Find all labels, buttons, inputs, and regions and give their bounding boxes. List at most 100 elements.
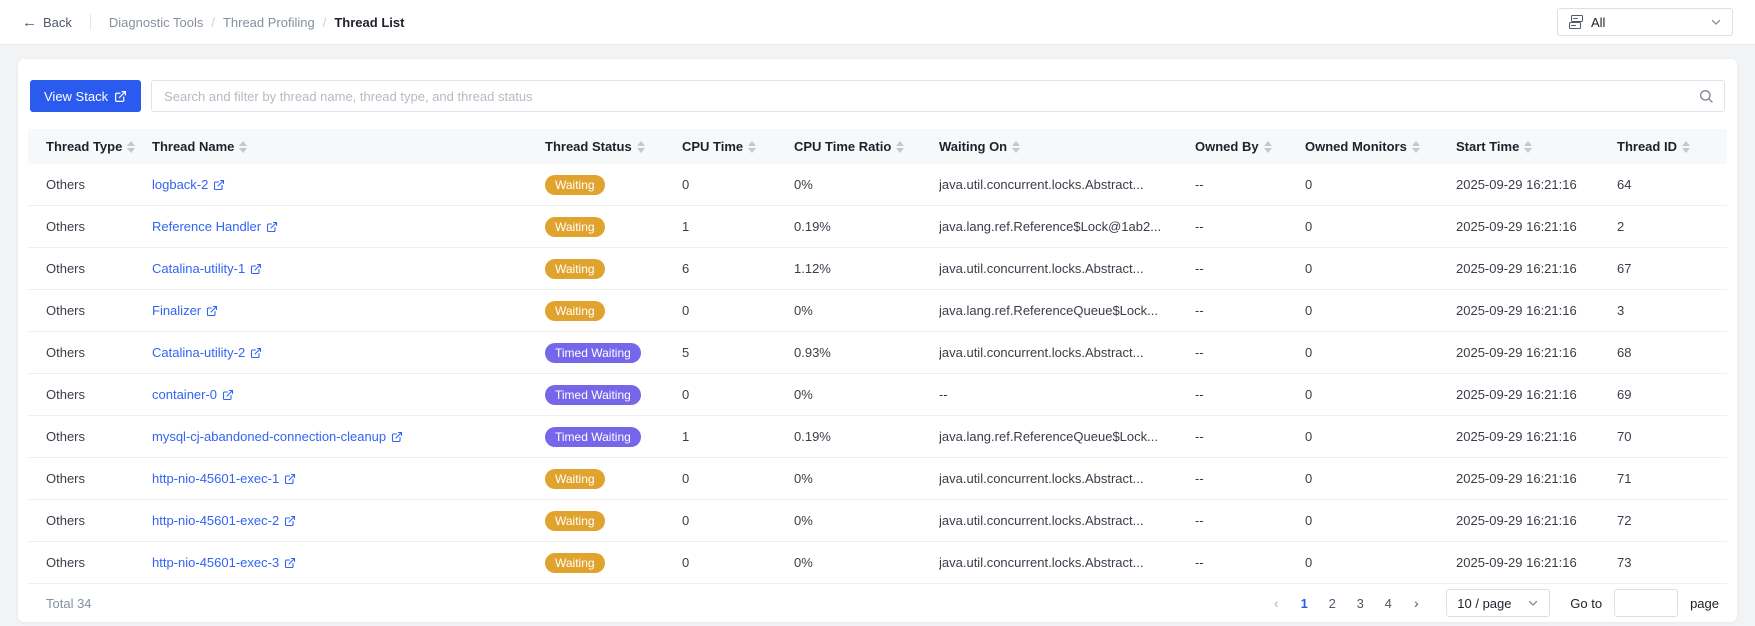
page-size-select[interactable]: 10 / page	[1446, 589, 1551, 617]
cell-owned-monitors: 0	[1305, 429, 1313, 444]
cell-thread-id: 70	[1617, 429, 1632, 444]
sort-icon[interactable]	[1411, 140, 1420, 153]
thread-name-text: http-nio-45601-exec-1	[152, 471, 280, 486]
sort-icon[interactable]	[239, 140, 248, 153]
cell-thread-type: Others	[46, 261, 86, 276]
page-size-value: 10 / page	[1457, 595, 1512, 611]
view-stack-button[interactable]: View Stack	[30, 80, 142, 112]
external-link-icon	[206, 305, 218, 317]
instance-select[interactable]: All	[1557, 8, 1733, 36]
table-row: Others http-nio-45601-exec-2	[28, 500, 1727, 542]
next-page-button[interactable]: ›	[1413, 595, 1419, 611]
search-icon[interactable]	[1698, 88, 1714, 107]
column-header-thread-id[interactable]: Thread ID	[1617, 139, 1727, 154]
column-header-waiting-on[interactable]: Waiting On	[939, 139, 1195, 154]
sort-icon[interactable]	[748, 140, 757, 153]
cell-thread-id: 71	[1617, 471, 1632, 486]
prev-page-button[interactable]: ‹	[1273, 595, 1279, 611]
column-header-thread-name[interactable]: Thread Name	[152, 139, 545, 154]
cell-cpu-time: 5	[682, 345, 690, 360]
thread-table: Thread Type Thread Name Thread Status CP…	[28, 129, 1727, 584]
thread-name-link[interactable]: Reference Handler	[152, 219, 278, 234]
thread-name-link[interactable]: Catalina-utility-1	[152, 261, 262, 276]
thread-name-link[interactable]: http-nio-45601-exec-1	[152, 471, 296, 486]
thread-list-card: View Stack Thread Type	[18, 59, 1737, 622]
thread-name-link[interactable]: http-nio-45601-exec-2	[152, 513, 296, 528]
cell-cpu-time: 0	[682, 177, 690, 192]
cell-thread-type: Others	[46, 471, 86, 486]
cell-cpu-time-ratio: 0%	[794, 303, 813, 318]
column-header-owned-by[interactable]: Owned By	[1195, 139, 1305, 154]
table-row: Others Finalizer Waiti	[28, 290, 1727, 332]
cell-thread-id: 73	[1617, 555, 1632, 570]
column-header-thread-type[interactable]: Thread Type	[28, 139, 152, 154]
breadcrumb-thread-profiling[interactable]: Thread Profiling	[222, 14, 315, 30]
cell-waiting-on: java.util.concurrent.locks.Abstract...	[939, 513, 1144, 528]
sort-icon[interactable]	[1012, 140, 1021, 153]
divider	[89, 14, 91, 30]
thread-name-link[interactable]: mysql-cj-abandoned-connection-cleanup	[152, 429, 403, 444]
back-button[interactable]: ← Back	[22, 14, 72, 31]
sort-icon[interactable]	[1263, 140, 1272, 153]
cell-owned-by: --	[1195, 345, 1204, 360]
cell-thread-type: Others	[46, 303, 86, 318]
thread-name-link[interactable]: container-0	[152, 387, 234, 402]
page-button-1[interactable]: 1	[1300, 595, 1308, 611]
thread-name-text: http-nio-45601-exec-3	[152, 555, 280, 570]
cell-cpu-time: 0	[682, 471, 690, 486]
sort-icon[interactable]	[896, 140, 905, 153]
sort-icon[interactable]	[1524, 140, 1533, 153]
cell-owned-monitors: 0	[1305, 513, 1313, 528]
status-badge: Waiting	[545, 552, 605, 573]
status-badge: Timed Waiting	[545, 426, 641, 447]
thread-name-link[interactable]: Catalina-utility-2	[152, 345, 262, 360]
cell-owned-monitors: 0	[1305, 345, 1313, 360]
status-badge: Waiting	[545, 300, 605, 321]
thread-name-text: Finalizer	[152, 303, 202, 318]
column-header-owned-monitors[interactable]: Owned Monitors	[1305, 139, 1456, 154]
thread-name-link[interactable]: http-nio-45601-exec-3	[152, 555, 296, 570]
goto-page-input[interactable]	[1614, 589, 1679, 617]
external-link-icon	[284, 473, 296, 485]
cell-start-time: 2025-09-29 16:21:16	[1456, 471, 1577, 486]
column-label: Thread Type	[46, 139, 123, 154]
cell-waiting-on: java.lang.ref.ReferenceQueue$Lock...	[939, 429, 1158, 444]
sort-icon[interactable]	[1681, 140, 1690, 153]
cell-owned-by: --	[1195, 429, 1204, 444]
breadcrumb-separator: /	[322, 14, 327, 30]
search-input[interactable]	[151, 80, 1725, 112]
column-label: CPU Time	[682, 139, 744, 154]
page-button-3[interactable]: 3	[1356, 595, 1364, 611]
column-header-thread-status[interactable]: Thread Status	[545, 139, 682, 154]
column-header-cpu-time[interactable]: CPU Time	[682, 139, 794, 154]
cell-thread-name: Finalizer	[152, 303, 545, 318]
column-label: Start Time	[1456, 139, 1520, 154]
sort-icon[interactable]	[127, 140, 136, 153]
cell-thread-id: 64	[1617, 177, 1632, 192]
cell-start-time: 2025-09-29 16:21:16	[1456, 345, 1577, 360]
cell-cpu-time-ratio: 0%	[794, 387, 813, 402]
cell-owned-by: --	[1195, 471, 1204, 486]
sort-icon[interactable]	[636, 140, 645, 153]
column-header-cpu-time-ratio[interactable]: CPU Time Ratio	[794, 139, 939, 154]
thread-name-link[interactable]: logback-2	[152, 177, 225, 192]
cell-thread-id: 67	[1617, 261, 1632, 276]
page-button-4[interactable]: 4	[1384, 595, 1392, 611]
cell-thread-name: http-nio-45601-exec-1	[152, 471, 545, 486]
cell-owned-by: --	[1195, 303, 1204, 318]
cell-thread-type: Others	[46, 513, 86, 528]
page-button-2[interactable]: 2	[1328, 595, 1336, 611]
cell-cpu-time-ratio: 0%	[794, 513, 813, 528]
cell-thread-status: Waiting	[545, 552, 682, 573]
thread-name-link[interactable]: Finalizer	[152, 303, 218, 318]
thread-name-text: Reference Handler	[152, 219, 262, 234]
column-header-start-time[interactable]: Start Time	[1456, 139, 1617, 154]
cell-thread-name: Reference Handler	[152, 219, 545, 234]
cell-cpu-time: 0	[682, 513, 690, 528]
cell-owned-by: --	[1195, 261, 1204, 276]
status-badge: Waiting	[545, 258, 605, 279]
instance-icon	[1568, 14, 1584, 30]
cell-owned-by: --	[1195, 387, 1204, 402]
breadcrumb-diagnostic-tools[interactable]: Diagnostic Tools	[108, 14, 204, 30]
table-body: Others logback-2 Waiti	[28, 164, 1727, 584]
